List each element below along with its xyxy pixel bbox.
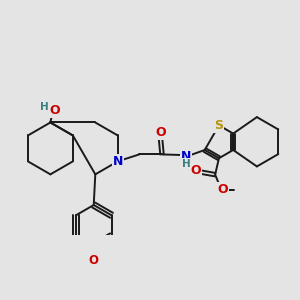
- Text: H: H: [40, 102, 49, 112]
- Text: S: S: [214, 119, 224, 132]
- Text: N: N: [112, 155, 123, 168]
- Text: O: O: [89, 254, 99, 268]
- Text: O: O: [155, 126, 166, 139]
- Text: H: H: [182, 159, 190, 169]
- Text: O: O: [217, 183, 228, 196]
- Text: N: N: [181, 150, 191, 163]
- Text: O: O: [190, 164, 201, 177]
- Text: O: O: [49, 104, 60, 117]
